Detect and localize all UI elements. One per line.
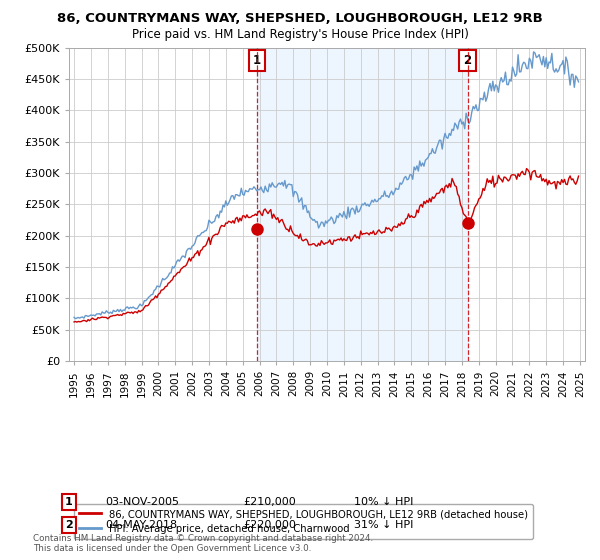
- Text: 2: 2: [464, 54, 472, 67]
- Text: 31% ↓ HPI: 31% ↓ HPI: [354, 520, 413, 530]
- Text: £210,000: £210,000: [243, 497, 296, 507]
- Text: Contains HM Land Registry data © Crown copyright and database right 2024.
This d: Contains HM Land Registry data © Crown c…: [33, 534, 373, 553]
- Text: 86, COUNTRYMANS WAY, SHEPSHED, LOUGHBOROUGH, LE12 9RB: 86, COUNTRYMANS WAY, SHEPSHED, LOUGHBORO…: [57, 12, 543, 25]
- Text: 10% ↓ HPI: 10% ↓ HPI: [354, 497, 413, 507]
- Text: 04-MAY-2018: 04-MAY-2018: [105, 520, 177, 530]
- Text: 03-NOV-2005: 03-NOV-2005: [105, 497, 179, 507]
- Text: 1: 1: [65, 497, 73, 507]
- Text: £220,000: £220,000: [243, 520, 296, 530]
- Text: Price paid vs. HM Land Registry's House Price Index (HPI): Price paid vs. HM Land Registry's House …: [131, 28, 469, 41]
- Legend: 86, COUNTRYMANS WAY, SHEPSHED, LOUGHBOROUGH, LE12 9RB (detached house), HPI: Ave: 86, COUNTRYMANS WAY, SHEPSHED, LOUGHBORO…: [74, 504, 533, 539]
- Text: 2: 2: [65, 520, 73, 530]
- Text: 1: 1: [253, 54, 261, 67]
- Bar: [257, 48, 467, 361]
